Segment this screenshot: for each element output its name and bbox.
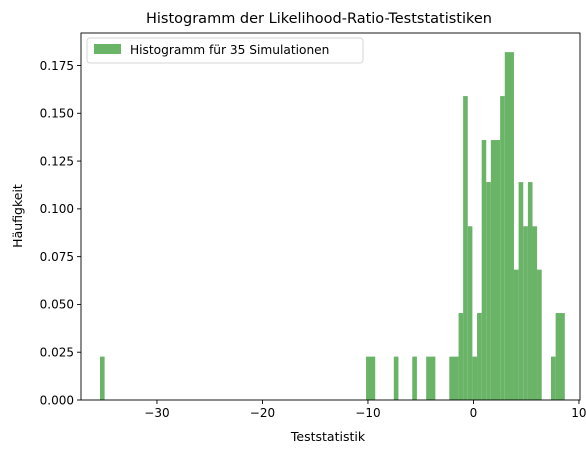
x-tick-label: −20: [250, 406, 275, 420]
histogram-bar: [472, 357, 477, 400]
histogram-bar: [394, 357, 399, 400]
y-tick-label: 0.150: [40, 107, 74, 121]
histogram-bar: [482, 140, 487, 400]
histogram-bar: [500, 96, 505, 400]
x-tick-label: 10: [571, 406, 586, 420]
histogram-bar: [366, 357, 375, 400]
histogram-bar: [519, 182, 524, 400]
histogram-bar: [533, 226, 538, 400]
histogram-bar: [537, 270, 542, 400]
x-axis-label: Teststatistik: [290, 429, 366, 444]
y-axis-label: Häufigkeit: [10, 184, 25, 248]
legend-swatch: [94, 44, 121, 54]
histogram-bar: [459, 313, 464, 400]
histogram-bar: [426, 357, 435, 400]
histogram-bar: [556, 313, 565, 400]
histogram-bar: [491, 140, 500, 400]
histogram-bar: [551, 357, 556, 400]
histogram-bar: [477, 313, 482, 400]
histogram-bar: [486, 182, 491, 400]
x-tick-label: 0: [470, 406, 478, 420]
y-tick-label: 0.175: [40, 59, 74, 73]
histogram-bar: [528, 182, 533, 400]
y-tick-label: 0.025: [40, 346, 74, 360]
histogram-bar: [514, 270, 519, 400]
histogram-bar: [412, 357, 417, 400]
y-tick-label: 0.075: [40, 250, 74, 264]
legend: Histogramm für 35 Simulationen: [87, 38, 363, 63]
histogram-bar: [100, 357, 105, 400]
y-tick-label: 0.000: [40, 393, 74, 407]
histogram-bar: [505, 52, 514, 400]
chart-title: Histogramm der Likelihood-Ratio-Teststat…: [146, 11, 492, 27]
x-tick-label: −30: [144, 406, 169, 420]
histogram-bar: [468, 226, 473, 400]
legend-label: Histogramm für 35 Simulationen: [130, 43, 329, 57]
y-tick-label: 0.100: [40, 202, 74, 216]
x-tick-label: −10: [355, 406, 380, 420]
y-tick-label: 0.050: [40, 298, 74, 312]
y-tick-label: 0.125: [40, 154, 74, 168]
histogram-bar: [523, 226, 528, 400]
histogram-bar: [449, 357, 458, 400]
histogram-bar: [463, 96, 468, 400]
